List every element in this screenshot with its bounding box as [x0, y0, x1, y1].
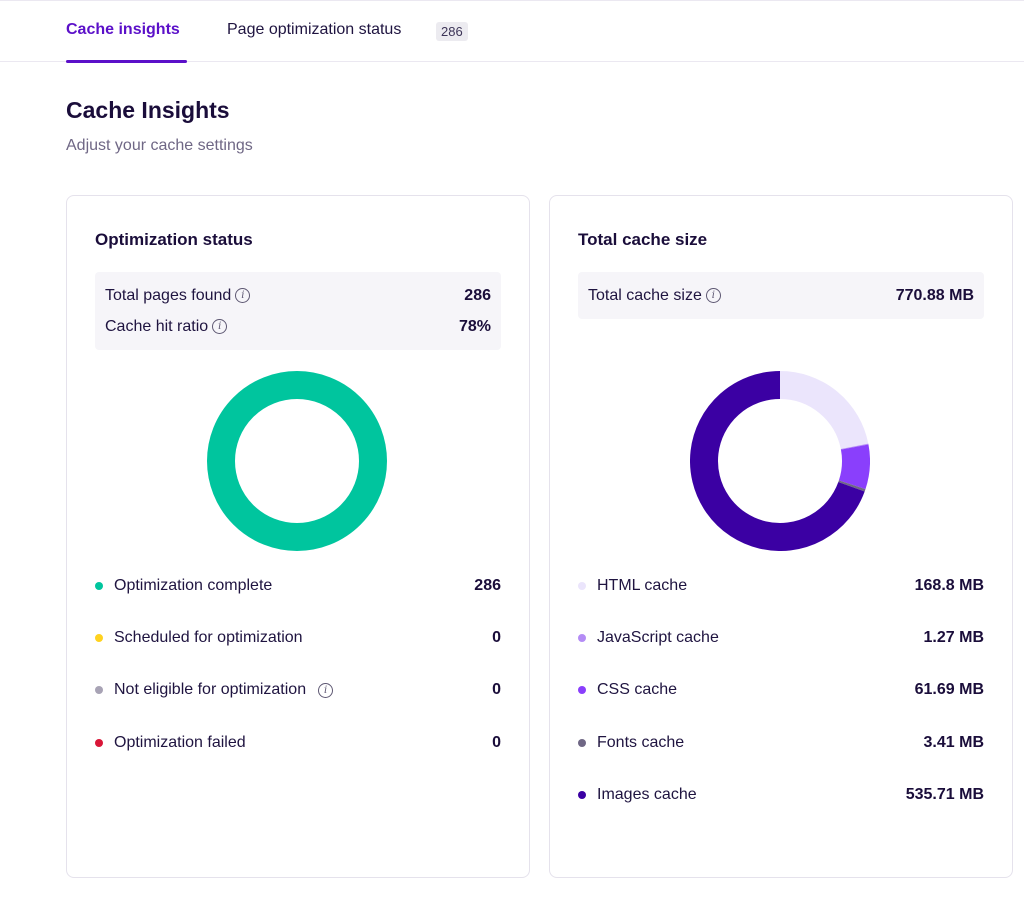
- donut-slice-optimization-complete: [207, 371, 387, 551]
- info-icon[interactable]: i: [212, 318, 228, 334]
- legend-value: 0: [492, 681, 501, 699]
- legend-label: JavaScript cache: [597, 629, 719, 647]
- legend-value: 286: [474, 577, 501, 594]
- summary-row-total-cache-size: Total cache size i 770.88 MB: [588, 280, 974, 311]
- legend-dot: [95, 686, 103, 695]
- tab-cache-insights[interactable]: Cache insights: [66, 21, 180, 38]
- legend-value: 1.27 MB: [923, 629, 984, 647]
- info-icon[interactable]: i: [318, 682, 334, 698]
- tab-bar: Cache insights Page optimization status …: [0, 0, 1024, 63]
- legend-dot: [95, 634, 103, 643]
- legend-item-failed: Optimization failed 0: [95, 734, 501, 786]
- donut-slice-fonts-cache: [838, 480, 866, 492]
- summary-row-cache-hit-ratio: Cache hit ratio i 78%: [105, 311, 491, 342]
- active-tab-indicator: [66, 60, 187, 63]
- legend-dot: [95, 582, 103, 590]
- legend-dot: [578, 634, 586, 643]
- legend-item-fonts-cache: Fonts cache 3.41 MB: [578, 734, 984, 786]
- info-icon[interactable]: i: [705, 287, 721, 303]
- legend-label: Images cache: [597, 785, 697, 803]
- page-title: Cache Insights: [66, 97, 230, 123]
- page-subtitle: Adjust your cache settings: [66, 137, 253, 154]
- legend-value: 168.8 MB: [914, 577, 984, 594]
- legend-item-optimization-complete: Optimization complete 286: [95, 577, 501, 629]
- donut-slice-css-cache: [838, 444, 870, 490]
- cache-size-summary: Total cache size i 770.88 MB: [578, 272, 984, 319]
- legend-item-css-cache: CSS cache 61.69 MB: [578, 681, 984, 733]
- tab-page-optimization-status[interactable]: Page optimization status: [227, 21, 402, 38]
- total-pages-value: 286: [464, 286, 491, 304]
- legend-item-html-cache: HTML cache 168.8 MB: [578, 577, 984, 629]
- cache-size-donut-chart: [690, 371, 870, 551]
- legend-dot: [578, 686, 586, 695]
- cache-hit-ratio-value: 78%: [458, 317, 491, 335]
- donut-slice-html-cache: [779, 371, 869, 450]
- donut-slice-images-cache: [690, 371, 865, 551]
- legend-item-not-eligible: Not eligible for optimization i 0: [95, 681, 501, 733]
- legend-dot: [578, 790, 586, 799]
- optimization-status-title: Optimization status: [95, 230, 253, 249]
- tab-count-badge: 286: [436, 22, 468, 41]
- legend-label: Optimization complete: [114, 577, 273, 594]
- optimization-status-card: Optimization status Total pages found i 2…: [66, 195, 530, 878]
- legend-dot: [578, 738, 586, 747]
- legend-item-javascript-cache: JavaScript cache 1.27 MB: [578, 629, 984, 681]
- legend-label: Fonts cache: [597, 733, 685, 751]
- legend-label: CSS cache: [597, 681, 678, 699]
- legend-label: Optimization failed: [114, 733, 246, 751]
- cache-size-legend: HTML cache 168.8 MB JavaScript cache 1.2…: [578, 577, 984, 838]
- legend-value: 535.71 MB: [905, 785, 984, 803]
- legend-item-scheduled: Scheduled for optimization 0: [95, 629, 501, 681]
- legend-dot: [578, 582, 586, 590]
- legend-label: Scheduled for optimization: [114, 629, 303, 647]
- optimization-donut-chart: [207, 371, 387, 551]
- total-cache-size-title: Total cache size: [578, 230, 708, 249]
- legend-value: 3.41 MB: [923, 733, 984, 751]
- cache-hit-ratio-label: Cache hit ratio: [105, 317, 209, 335]
- optimization-legend: Optimization complete 286 Scheduled for …: [95, 577, 501, 786]
- legend-value: 61.69 MB: [914, 681, 984, 699]
- legend-value: 0: [492, 629, 501, 647]
- legend-value: 0: [492, 733, 501, 751]
- legend-label: HTML cache: [597, 577, 688, 594]
- info-icon[interactable]: i: [235, 287, 251, 303]
- total-pages-label: Total pages found: [105, 286, 232, 304]
- summary-row-total-pages: Total pages found i 286: [105, 280, 491, 311]
- total-cache-size-value: 770.88 MB: [895, 286, 974, 304]
- total-cache-size-label: Total cache size: [588, 286, 702, 304]
- legend-label: Not eligible for optimization: [114, 681, 307, 699]
- legend-dot: [95, 738, 103, 747]
- optimization-summary: Total pages found i 286 Cache hit ratio i …: [95, 272, 501, 350]
- legend-item-images-cache: Images cache 535.71 MB: [578, 786, 984, 838]
- total-cache-size-card: Total cache size Total cache size i 770.8…: [549, 195, 1013, 878]
